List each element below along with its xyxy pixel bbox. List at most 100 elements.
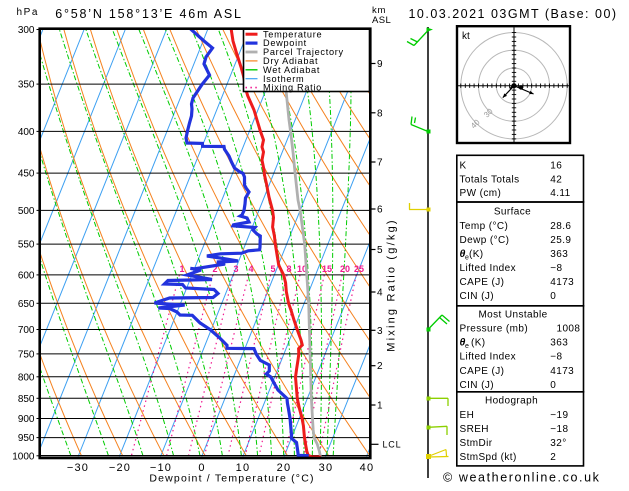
svg-text:Dewpoint / Temperature (°C): Dewpoint / Temperature (°C) (149, 473, 314, 485)
svg-text:8: 8 (286, 264, 291, 274)
svg-text:SREH: SREH (460, 424, 489, 435)
svg-text:350: 350 (18, 80, 35, 91)
svg-text:e: e (465, 254, 469, 261)
svg-text:Temperature: Temperature (263, 29, 322, 39)
svg-text:500: 500 (18, 206, 35, 217)
svg-text:Wet Adiabat: Wet Adiabat (263, 65, 320, 75)
svg-text:Pressure (mb): Pressure (mb) (460, 324, 529, 335)
svg-text:−18: −18 (550, 424, 568, 435)
svg-text:Dry Adiabat: Dry Adiabat (263, 56, 318, 66)
svg-text:0: 0 (198, 462, 205, 474)
svg-text:28.6: 28.6 (550, 221, 571, 232)
svg-text:3: 3 (377, 326, 383, 337)
svg-text:LCL: LCL (383, 440, 402, 450)
svg-text:−8: −8 (550, 352, 562, 363)
svg-text:hPa: hPa (17, 7, 40, 18)
svg-text:10.03.2021 03GMT (Base: 00): 10.03.2021 03GMT (Base: 00) (408, 7, 617, 21)
svg-text:kt: kt (462, 31, 470, 42)
svg-text:2: 2 (377, 361, 383, 372)
svg-text:ASL: ASL (372, 15, 391, 26)
svg-text:CAPE (J): CAPE (J) (460, 277, 505, 288)
svg-text:5: 5 (270, 264, 275, 274)
svg-text:20: 20 (340, 264, 350, 274)
svg-text:Surface: Surface (494, 207, 531, 218)
svg-text:450: 450 (18, 169, 35, 180)
svg-text:EH: EH (460, 410, 475, 421)
svg-text:Isotherm: Isotherm (263, 74, 304, 84)
svg-text:10: 10 (236, 462, 251, 474)
svg-text:0: 0 (550, 291, 556, 302)
svg-text:3: 3 (233, 264, 238, 274)
svg-text:363: 363 (550, 249, 568, 260)
svg-text:Mixing Ratio: Mixing Ratio (263, 83, 322, 93)
svg-text:1: 1 (179, 264, 184, 274)
svg-text:4173: 4173 (550, 366, 574, 377)
svg-text:PW (cm): PW (cm) (460, 188, 502, 199)
svg-text:30: 30 (319, 462, 334, 474)
svg-text:1000: 1000 (12, 451, 35, 462)
svg-text:2: 2 (550, 452, 556, 463)
svg-text:32°: 32° (550, 438, 566, 449)
svg-text:Totals Totals: Totals Totals (460, 174, 520, 185)
svg-text:(K): (K) (469, 249, 484, 260)
svg-text:4173: 4173 (550, 277, 574, 288)
svg-text:600: 600 (18, 270, 35, 281)
svg-text:25: 25 (354, 264, 364, 274)
svg-text:6°58’N 158°13’E 46m ASL: 6°58’N 158°13’E 46m ASL (55, 7, 243, 21)
svg-text:CIN (J): CIN (J) (460, 380, 494, 391)
svg-text:StmDir: StmDir (460, 438, 493, 449)
svg-text:9: 9 (377, 59, 383, 70)
svg-text:Mixing Ratio (g/kg): Mixing Ratio (g/kg) (386, 218, 398, 352)
svg-text:Lifted Index: Lifted Index (460, 352, 517, 363)
svg-text:0: 0 (550, 380, 556, 391)
svg-text:θ: θ (460, 337, 466, 349)
svg-text:25.9: 25.9 (550, 235, 571, 246)
svg-text:−30: −30 (67, 462, 89, 474)
svg-text:Hodograph: Hodograph (485, 396, 538, 407)
svg-text:θ: θ (460, 248, 466, 260)
svg-text:(K): (K) (471, 338, 486, 349)
svg-text:e: e (465, 343, 469, 350)
svg-text:850: 850 (18, 394, 35, 405)
svg-text:−10: −10 (150, 462, 172, 474)
svg-text:300: 300 (18, 25, 35, 36)
svg-text:4: 4 (248, 264, 253, 274)
svg-text:750: 750 (18, 349, 35, 360)
svg-text:Most Unstable: Most Unstable (478, 309, 547, 320)
svg-text:1: 1 (377, 401, 383, 412)
svg-text:5: 5 (377, 245, 383, 256)
svg-text:400: 400 (18, 127, 35, 138)
svg-text:6: 6 (377, 205, 383, 216)
svg-text:20: 20 (277, 462, 292, 474)
svg-text:950: 950 (18, 433, 35, 444)
svg-text:4.11: 4.11 (550, 188, 570, 199)
svg-text:15: 15 (322, 264, 332, 274)
svg-text:Dewpoint: Dewpoint (263, 38, 307, 48)
svg-text:2: 2 (212, 264, 217, 274)
svg-text:700: 700 (18, 325, 35, 336)
svg-text:−8: −8 (550, 263, 562, 274)
svg-text:4: 4 (377, 288, 383, 299)
svg-text:CIN (J): CIN (J) (460, 291, 494, 302)
svg-text:Dewp (°C): Dewp (°C) (460, 235, 510, 246)
svg-text:Parcel Trajectory: Parcel Trajectory (263, 47, 344, 57)
svg-text:Lifted Index: Lifted Index (460, 263, 517, 274)
svg-text:−20: −20 (109, 462, 131, 474)
svg-text:1008: 1008 (557, 324, 581, 335)
svg-text:10: 10 (297, 264, 307, 274)
svg-text:CAPE (J): CAPE (J) (460, 366, 505, 377)
svg-text:40: 40 (360, 462, 375, 474)
svg-text:Temp (°C): Temp (°C) (460, 221, 509, 232)
svg-text:© weatheronline.co.uk: © weatheronline.co.uk (443, 471, 600, 485)
svg-text:650: 650 (18, 299, 35, 310)
svg-text:16: 16 (550, 161, 562, 172)
svg-text:900: 900 (18, 414, 35, 425)
svg-text:−19: −19 (550, 410, 568, 421)
svg-text:km: km (372, 5, 386, 16)
svg-text:42: 42 (550, 174, 562, 185)
svg-text:363: 363 (550, 338, 568, 349)
svg-text:800: 800 (18, 372, 35, 383)
svg-text:550: 550 (18, 240, 35, 251)
svg-text:7: 7 (377, 158, 383, 169)
svg-text:StmSpd (kt): StmSpd (kt) (460, 452, 517, 463)
